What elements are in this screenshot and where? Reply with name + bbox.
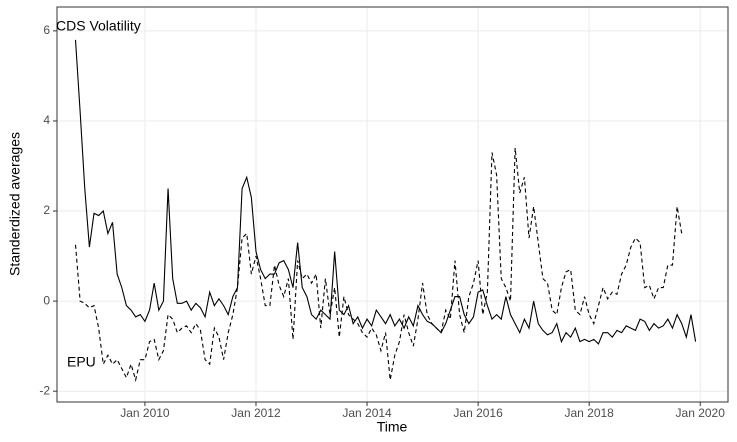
- y-tick-label: 6: [43, 23, 50, 37]
- lines: [74, 39, 697, 383]
- series-line: [74, 147, 683, 383]
- y-axis-label: Standerdized averages: [7, 132, 23, 276]
- y-tick-label: 0: [43, 293, 50, 307]
- y-tick-label: -2: [39, 383, 50, 397]
- x-tick-label: Jan 2012: [231, 406, 281, 420]
- series-label: CDS Volatility: [56, 18, 141, 34]
- y-tick-label: 4: [43, 113, 50, 127]
- x-axis-label: Time: [377, 419, 408, 435]
- x-tick-label: Jan 2016: [453, 406, 503, 420]
- series-line: [74, 39, 697, 345]
- x-tick-label: Jan 2018: [564, 406, 614, 420]
- x-tick-label: Jan 2010: [120, 406, 170, 420]
- series-label: EPU: [67, 354, 96, 370]
- panel-border: [56, 6, 729, 403]
- x-tick-label: Jan 2014: [342, 406, 392, 420]
- y-tick-label: 2: [43, 203, 50, 217]
- x-tick-label: Jan 2020: [676, 406, 726, 420]
